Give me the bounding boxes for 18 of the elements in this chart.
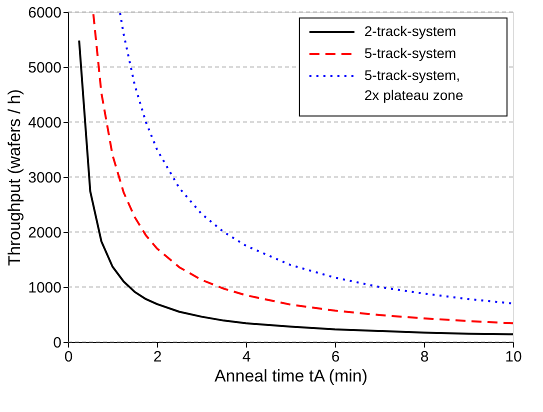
x-tick-label: 4 bbox=[242, 348, 251, 366]
x-tick-label: 0 bbox=[64, 348, 73, 366]
legend-label: 2-track-system bbox=[364, 23, 456, 39]
y-tick-label: 4000 bbox=[28, 114, 62, 132]
y-tick-label: 5000 bbox=[28, 60, 62, 76]
legend-label: 5-track-system, 2x plateau zone bbox=[364, 67, 464, 103]
legend-label: 5-track-system bbox=[364, 45, 456, 61]
y-tick-label: 1000 bbox=[28, 280, 62, 296]
x-tick-label: 2 bbox=[153, 348, 162, 366]
y-tick-label: 2000 bbox=[28, 224, 62, 242]
y-tick-label: 3000 bbox=[28, 170, 62, 186]
x-axis-title: Anneal time tA (min) bbox=[214, 366, 368, 386]
x-tick-label: 6 bbox=[331, 348, 340, 366]
x-tick-label: 8 bbox=[420, 348, 429, 366]
y-tick-label: 6000 bbox=[28, 4, 62, 22]
y-axis-title: Throughput (wafers / h) bbox=[5, 89, 24, 266]
x-tick-label: 10 bbox=[505, 348, 522, 366]
y-tick-label: 0 bbox=[53, 334, 62, 352]
